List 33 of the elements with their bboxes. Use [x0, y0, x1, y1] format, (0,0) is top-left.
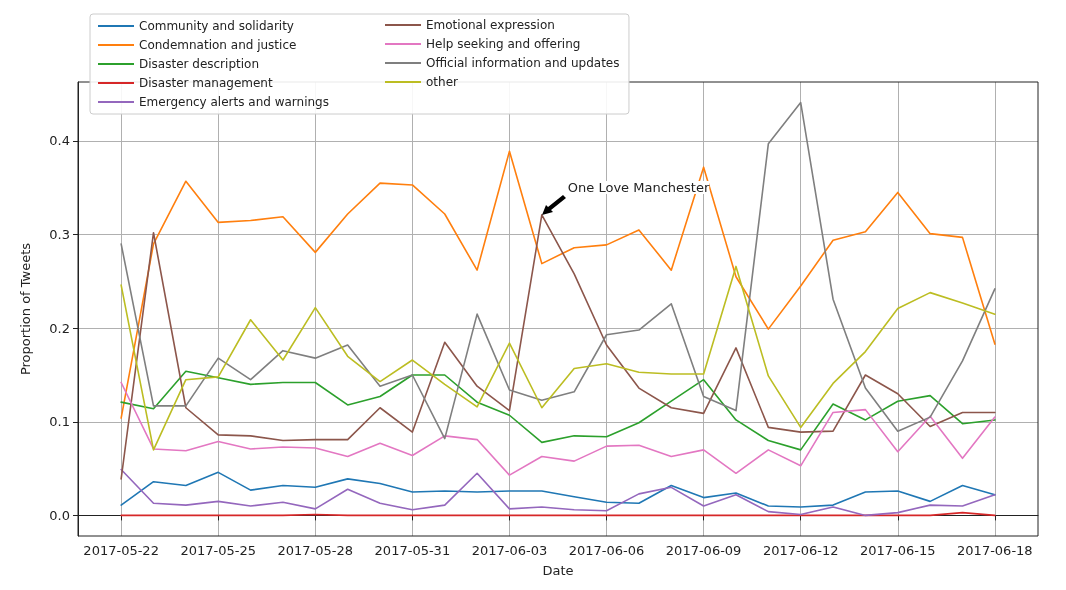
line-series [120, 471, 996, 508]
line-series [120, 150, 996, 419]
y-tick-label: 0.1 [49, 414, 70, 430]
y-tick-label: 0.0 [49, 507, 70, 523]
legend-label: Condemnation and justice [139, 38, 297, 52]
legend-label: Official information and updates [426, 56, 620, 70]
x-tick-label: 2017-05-22 [83, 543, 159, 558]
y-tick-label: 0.4 [49, 133, 70, 149]
legend-label: other [426, 75, 459, 89]
line-series [120, 370, 996, 451]
x-tick-label: 2017-05-31 [374, 543, 451, 558]
y-axis-title: Proportion of Tweets [18, 242, 33, 376]
legend-label: Help seeking and offering [426, 37, 581, 51]
legend-label: Disaster description [139, 57, 259, 71]
legend-label: Community and solidarity [139, 19, 294, 33]
line-series [120, 381, 996, 476]
legend-label: Emotional expression [426, 18, 555, 32]
x-tick-label: 2017-06-12 [762, 543, 839, 558]
line-series [120, 265, 996, 451]
legend-label: Disaster management [139, 76, 273, 90]
x-axis-title: Date [542, 563, 574, 578]
x-tick-label: 2017-06-09 [665, 543, 742, 558]
x-tick-label: 2017-06-18 [957, 543, 1033, 558]
annotation: One Love Manchester [567, 179, 710, 195]
x-tick-label: 2017-06-06 [568, 543, 645, 558]
y-tick-label: 0.2 [49, 320, 70, 336]
x-tick-label: 2017-06-15 [859, 543, 936, 558]
y-tick-label: 0.3 [49, 227, 70, 243]
x-tick-label: 2017-05-25 [180, 543, 257, 558]
legend-label: Emergency alerts and warnings [139, 95, 329, 109]
x-tick-label: 2017-06-03 [471, 543, 548, 558]
x-tick-label: 2017-05-28 [277, 543, 354, 558]
line-series [120, 468, 996, 517]
